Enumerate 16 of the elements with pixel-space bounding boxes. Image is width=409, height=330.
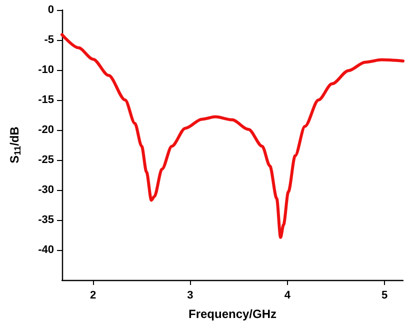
y-axis-title: S11/dB — [8, 126, 22, 164]
y-tick-label: -20 — [38, 124, 54, 136]
line-series — [60, 33, 404, 239]
x-tick-label: 4 — [284, 290, 292, 302]
x-axis-title: Frequency/GHz — [188, 307, 277, 321]
y-tick-label: 0 — [48, 4, 54, 16]
x-tick-label: 5 — [381, 290, 388, 302]
y-tick-label: -35 — [38, 214, 54, 226]
y-tick-label: -10 — [38, 64, 54, 76]
y-tick-label: -25 — [38, 154, 54, 166]
x-tick-label: 2 — [90, 290, 96, 302]
y-tick-label: -15 — [38, 94, 54, 106]
y-tick-label: -5 — [44, 34, 54, 46]
y-tick-label: -40 — [38, 244, 54, 256]
x-tick-label: 3 — [187, 290, 194, 302]
y-tick-label: -30 — [38, 184, 54, 196]
